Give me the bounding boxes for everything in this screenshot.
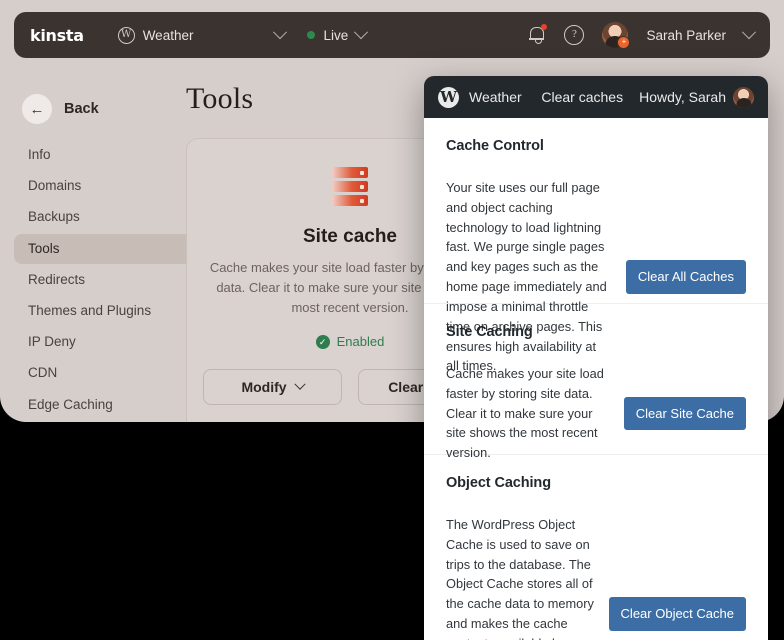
clear-all-caches-button[interactable]: Clear All Caches xyxy=(625,260,746,294)
notifications-button[interactable] xyxy=(528,24,548,45)
server-stack-icon xyxy=(332,167,368,206)
server-bar xyxy=(332,167,368,178)
section-cache-control: Cache Control Your site uses our full pa… xyxy=(424,118,768,373)
section-heading: Cache Control xyxy=(446,138,544,154)
card-description: Cache makes your site load faster by sto… xyxy=(209,260,491,316)
site-selector[interactable]: W Weather xyxy=(117,25,288,44)
section-heading: Object Caching xyxy=(446,475,551,491)
wp-howdy-menu[interactable]: Howdy, Sarah xyxy=(639,86,754,108)
clear-site-cache-button[interactable]: Clear Site Cache xyxy=(623,396,746,431)
section-site-caching: Site Caching Cache makes your site load … xyxy=(424,304,768,460)
modify-button[interactable]: Modify xyxy=(203,369,342,406)
page-title: Tools xyxy=(186,82,254,115)
topbar-right-group: ? + Sarah Parker xyxy=(528,22,757,49)
status-badge: ✓ Enabled xyxy=(187,334,513,349)
sidebar-item-ip-deny[interactable]: IP Deny xyxy=(28,334,76,350)
wordpress-icon[interactable]: W xyxy=(438,86,459,108)
arrow-left-icon: ← xyxy=(22,94,52,124)
account-name[interactable]: Sarah Parker xyxy=(646,27,726,43)
chevron-down-icon xyxy=(273,25,288,40)
top-navigation-bar: kinsta W Weather Live ? xyxy=(14,12,770,58)
environment-label: Live xyxy=(323,27,349,43)
wp-clear-caches-menu[interactable]: Clear caches xyxy=(541,89,624,105)
status-dot-icon xyxy=(307,31,316,39)
sidebar-item-info[interactable]: Info xyxy=(28,147,51,162)
back-button[interactable]: ← Back xyxy=(22,94,204,124)
sidebar-item-edge-caching[interactable]: Edge Caching xyxy=(28,396,113,412)
back-label: Back xyxy=(64,101,99,117)
chevron-down-icon xyxy=(293,378,306,391)
section-object-caching: Object Caching The WordPress Object Cach… xyxy=(424,455,768,640)
check-circle-icon: ✓ xyxy=(315,334,330,349)
sidebar: ← Back Info Domains Backups Tools Redire… xyxy=(14,94,204,422)
section-text: Your site uses our full page and object … xyxy=(446,180,607,374)
help-circle-icon[interactable]: ? xyxy=(564,25,585,45)
server-bar xyxy=(332,181,368,192)
sidebar-item-backups[interactable]: Backups xyxy=(28,209,80,225)
avatar xyxy=(733,86,754,108)
wp-site-name[interactable]: Weather xyxy=(469,89,522,105)
wordpress-icon: W xyxy=(117,26,135,44)
wp-howdy-label: Howdy, Sarah xyxy=(639,89,726,105)
wp-admin-bar: W Weather Clear caches Howdy, Sarah xyxy=(424,76,768,118)
avatar[interactable]: + xyxy=(602,22,631,49)
notification-badge xyxy=(541,24,548,30)
status-label: Enabled xyxy=(336,334,385,350)
wp-panel-content: Cache Control Your site uses our full pa… xyxy=(424,118,768,640)
section-text: The WordPress Object Cache is used to sa… xyxy=(446,517,594,640)
card-title: Site cache xyxy=(303,226,397,247)
server-bar xyxy=(332,195,368,206)
section-text: Cache makes your site load faster by sto… xyxy=(446,366,604,461)
sidebar-item-themes-and-plugins[interactable]: Themes and Plugins xyxy=(28,302,152,318)
sidebar-item-cdn[interactable]: CDN xyxy=(28,365,58,381)
sidebar-item-redirects[interactable]: Redirects xyxy=(28,271,86,287)
section-row: Your site uses our full page and object … xyxy=(446,178,746,376)
chevron-down-icon[interactable] xyxy=(741,25,757,40)
chevron-down-icon xyxy=(354,25,369,40)
sidebar-item-tools[interactable]: Tools xyxy=(14,233,204,264)
section-heading: Site Caching xyxy=(446,324,533,340)
section-row: Cache makes your site load faster by sto… xyxy=(446,364,746,463)
sidebar-item-apm[interactable]: APM xyxy=(14,421,204,422)
kinsta-logo[interactable]: kinsta xyxy=(30,25,84,45)
sidebar-item-domains[interactable]: Domains xyxy=(28,178,82,194)
section-row: The WordPress Object Cache is used to sa… xyxy=(446,515,746,640)
modify-label: Modify xyxy=(241,379,287,396)
site-selector-label: Weather xyxy=(142,27,194,43)
avatar-badge: + xyxy=(617,36,631,49)
clear-object-cache-button[interactable]: Clear Object Cache xyxy=(608,597,746,631)
environment-selector[interactable]: Live xyxy=(307,25,369,43)
wordpress-overlay-panel: W Weather Clear caches Howdy, Sarah Cach… xyxy=(424,76,768,640)
